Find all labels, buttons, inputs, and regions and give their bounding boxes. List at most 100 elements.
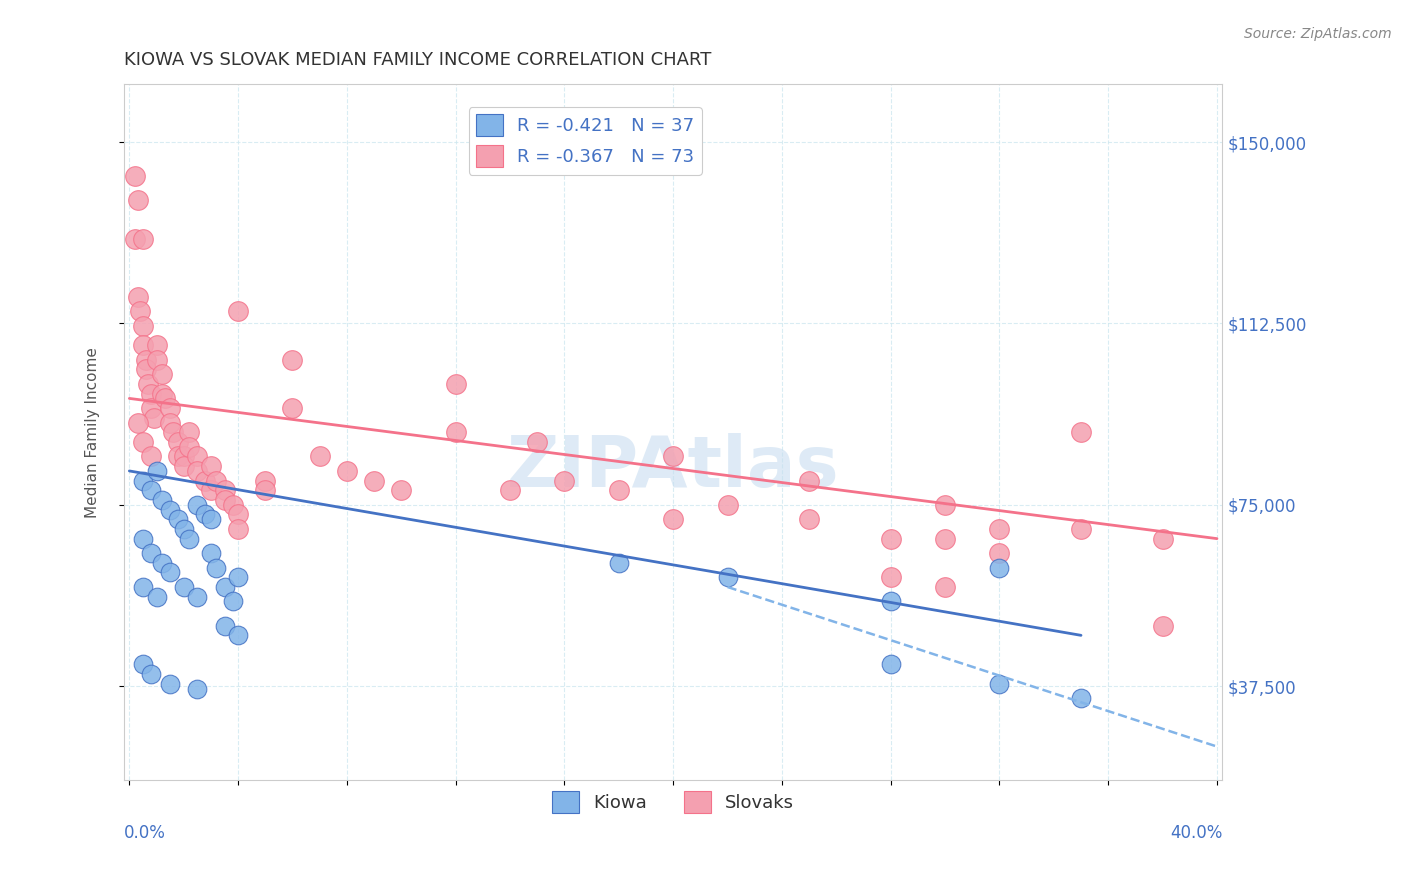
Text: Source: ZipAtlas.com: Source: ZipAtlas.com bbox=[1244, 27, 1392, 41]
Point bbox=[139, 450, 162, 464]
Point bbox=[145, 590, 167, 604]
Point bbox=[1152, 618, 1174, 632]
Point bbox=[389, 483, 412, 498]
Point bbox=[214, 580, 236, 594]
Point bbox=[1070, 425, 1092, 440]
Point bbox=[142, 410, 165, 425]
Point bbox=[150, 386, 173, 401]
Point bbox=[145, 338, 167, 352]
Text: 0.0%: 0.0% bbox=[124, 824, 166, 842]
Point bbox=[226, 570, 249, 584]
Text: KIOWA VS SLOVAK MEDIAN FAMILY INCOME CORRELATION CHART: KIOWA VS SLOVAK MEDIAN FAMILY INCOME COR… bbox=[124, 51, 711, 69]
Point bbox=[186, 450, 208, 464]
Point bbox=[135, 362, 157, 376]
Point bbox=[145, 464, 167, 478]
Point bbox=[132, 318, 155, 333]
Point bbox=[132, 434, 155, 449]
Point bbox=[662, 512, 685, 526]
Point bbox=[173, 459, 195, 474]
Point bbox=[254, 474, 277, 488]
Point bbox=[879, 570, 901, 584]
Point bbox=[226, 628, 249, 642]
Point bbox=[934, 532, 956, 546]
Point bbox=[226, 508, 249, 522]
Point bbox=[988, 676, 1011, 690]
Point bbox=[139, 483, 162, 498]
Legend: Kiowa, Slovaks: Kiowa, Slovaks bbox=[546, 784, 801, 820]
Point bbox=[124, 169, 146, 183]
Point bbox=[200, 546, 222, 560]
Point bbox=[132, 580, 155, 594]
Point bbox=[226, 522, 249, 536]
Point bbox=[173, 580, 195, 594]
Point bbox=[553, 474, 575, 488]
Point bbox=[879, 532, 901, 546]
Point bbox=[221, 594, 243, 608]
Point bbox=[150, 556, 173, 570]
Point bbox=[205, 474, 228, 488]
Point bbox=[150, 492, 173, 507]
Point bbox=[934, 498, 956, 512]
Point bbox=[205, 560, 228, 574]
Point bbox=[186, 590, 208, 604]
Point bbox=[186, 464, 208, 478]
Point bbox=[1070, 522, 1092, 536]
Point bbox=[138, 376, 160, 391]
Point bbox=[132, 232, 155, 246]
Point bbox=[607, 556, 630, 570]
Point bbox=[988, 546, 1011, 560]
Point bbox=[934, 580, 956, 594]
Point bbox=[132, 474, 155, 488]
Point bbox=[159, 416, 181, 430]
Point bbox=[716, 570, 738, 584]
Point bbox=[797, 512, 820, 526]
Point bbox=[879, 594, 901, 608]
Point bbox=[716, 498, 738, 512]
Point bbox=[127, 416, 149, 430]
Point bbox=[308, 450, 330, 464]
Point bbox=[132, 532, 155, 546]
Point bbox=[200, 512, 222, 526]
Point bbox=[162, 425, 184, 440]
Point bbox=[1152, 532, 1174, 546]
Point bbox=[607, 483, 630, 498]
Point bbox=[139, 667, 162, 681]
Point bbox=[179, 440, 201, 454]
Point bbox=[363, 474, 385, 488]
Point bbox=[139, 546, 162, 560]
Point bbox=[159, 401, 181, 415]
Point bbox=[526, 434, 548, 449]
Point bbox=[499, 483, 522, 498]
Point bbox=[281, 401, 304, 415]
Point bbox=[135, 352, 157, 367]
Point bbox=[186, 681, 208, 696]
Point bbox=[194, 508, 217, 522]
Point bbox=[179, 425, 201, 440]
Point bbox=[797, 474, 820, 488]
Point bbox=[214, 492, 236, 507]
Point bbox=[186, 498, 208, 512]
Point bbox=[879, 657, 901, 672]
Point bbox=[254, 483, 277, 498]
Point bbox=[159, 502, 181, 516]
Point bbox=[167, 450, 190, 464]
Point bbox=[153, 392, 176, 406]
Point bbox=[127, 290, 149, 304]
Point bbox=[139, 386, 162, 401]
Point bbox=[145, 352, 167, 367]
Point bbox=[214, 618, 236, 632]
Point bbox=[336, 464, 359, 478]
Point bbox=[1070, 691, 1092, 706]
Point bbox=[132, 657, 155, 672]
Point bbox=[129, 304, 152, 318]
Y-axis label: Median Family Income: Median Family Income bbox=[86, 347, 100, 517]
Point bbox=[444, 425, 467, 440]
Point bbox=[221, 498, 243, 512]
Point bbox=[194, 474, 217, 488]
Point bbox=[200, 459, 222, 474]
Point bbox=[159, 676, 181, 690]
Point bbox=[150, 368, 173, 382]
Point bbox=[226, 304, 249, 318]
Point bbox=[127, 193, 149, 207]
Point bbox=[132, 338, 155, 352]
